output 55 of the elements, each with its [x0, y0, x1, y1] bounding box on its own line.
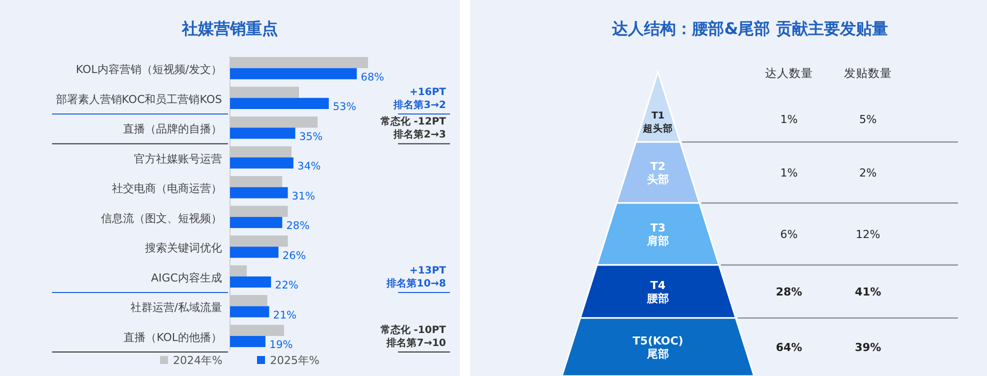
y-tick-label: AIGC内容生成	[151, 271, 222, 284]
y-tick-label: 直播（品牌的自播）	[123, 122, 222, 136]
data-label: 34%	[297, 160, 321, 173]
data-label: 2%	[859, 166, 877, 180]
data-label: 1%	[780, 113, 798, 126]
text: +13PT 排名第10→8	[386, 265, 446, 290]
category-label: T5(KOC) 尾部	[632, 334, 684, 360]
text: 达人数量	[765, 66, 813, 80]
data-label: 41%	[854, 286, 882, 298]
y-tick-label: 官方社媒账号运营	[134, 152, 222, 166]
bar	[230, 187, 288, 198]
data-label: 53%	[332, 101, 356, 114]
legend-label: 2024年%	[173, 354, 222, 367]
bar	[230, 128, 296, 139]
data-label: 35%	[299, 130, 323, 143]
data-label: 31%	[292, 190, 316, 202]
text: +16PT 排名第3→2	[392, 86, 446, 111]
data-label: 22%	[275, 280, 298, 292]
bar	[230, 276, 272, 288]
bar	[230, 68, 357, 80]
y-tick-label: 社交电商（电商运营）	[112, 182, 222, 196]
data-label: 21%	[273, 309, 297, 322]
category-label: T1 超头部	[642, 110, 673, 134]
y-tick-label: 直播（KOL的他播）	[124, 330, 222, 344]
y-tick-label: KOL内容营销（短视频/发文）	[76, 63, 222, 76]
data-label: 39%	[854, 341, 882, 354]
bar	[230, 98, 329, 110]
data-label: 26%	[282, 250, 306, 262]
data-label: 68%	[360, 71, 384, 84]
y-tick-label: 搜索关键词优化	[145, 242, 222, 255]
bar	[230, 216, 282, 228]
category-label: T2 头部	[647, 160, 669, 186]
chart-title: 社媒营销重点	[181, 19, 278, 38]
bar	[230, 306, 270, 318]
data-label: 1%	[780, 166, 798, 180]
data-label: 12%	[856, 228, 880, 241]
text: 发贴数量	[844, 66, 892, 80]
data-label: 64%	[776, 341, 802, 354]
category-label: T3 肩部	[646, 222, 669, 248]
data-label: 5%	[859, 113, 877, 126]
text: 常态化 -10PT 排名第7→10	[380, 324, 446, 349]
bar	[230, 336, 266, 348]
bar	[230, 246, 278, 258]
data-label: 19%	[269, 339, 293, 352]
data-label: 28%	[776, 286, 802, 298]
y-tick-label: 信息流（图文、短视频）	[101, 212, 222, 225]
text: 达人结构：腰部&尾部 贡献主要发贴量	[611, 19, 888, 38]
data-label: 28%	[286, 220, 310, 232]
data-label: 6%	[780, 228, 798, 241]
bar	[230, 157, 294, 169]
category-label: T4 腰部	[646, 279, 669, 305]
text: 常态化 -12PT 排名第2→3	[380, 116, 446, 141]
y-tick-label: 社群运营/私域流量	[130, 301, 222, 314]
legend-label: 2025年%	[270, 354, 320, 367]
y-tick-label: 部署素人营销KOC和员工营销KOS	[56, 92, 222, 106]
